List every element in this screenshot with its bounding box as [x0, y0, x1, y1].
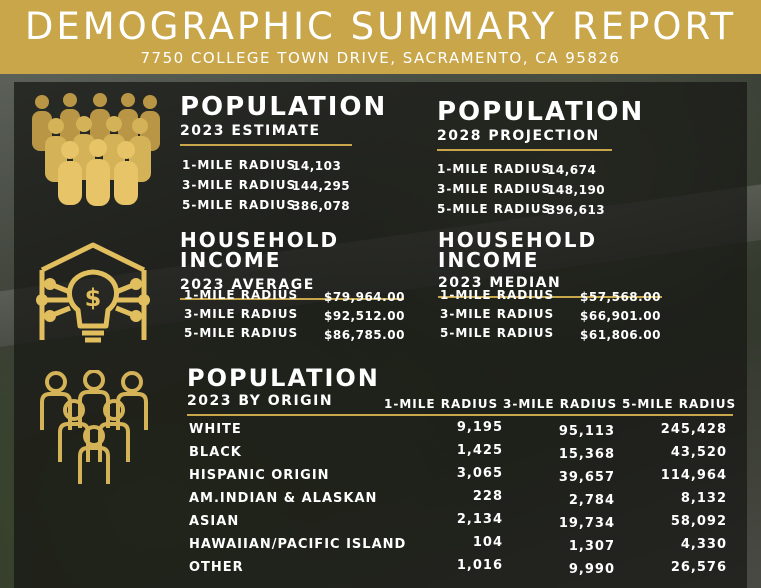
section-title: HOUSEHOLD INCOME: [180, 228, 340, 272]
origin-label: AM.INDIAN & ALASKAN: [189, 491, 378, 506]
row-value: 14,674: [547, 163, 597, 177]
section-title: POPULATION: [187, 364, 380, 392]
value-3-mile: 19,734: [558, 516, 615, 531]
row-value: 144,295: [292, 179, 351, 193]
row-label: 5-MILE RADIUS: [437, 202, 552, 216]
value-3-mile: 9,990: [568, 562, 615, 577]
section-title: HOUSEHOLD INCOME: [438, 228, 598, 272]
gold-divider: [180, 144, 352, 146]
origin-table: WHITE 9,195 95,113 245,428 BLACK 1,425 1…: [189, 420, 729, 580]
row-value: 14,103: [292, 159, 342, 173]
table-row: BLACK 1,425 15,368 43,520: [189, 443, 749, 466]
value-5-mile: 8,132: [680, 491, 727, 506]
row-label: 1-MILE RADIUS: [437, 162, 552, 176]
crowd-icon: [32, 93, 160, 206]
property-address: 7750 COLLEGE TOWN DRIVE, SACRAMENTO, CA …: [140, 49, 621, 67]
population-2028-section: POPULATION 2028 PROJECTION: [437, 97, 645, 151]
origin-label: HAWAIIAN/PACIFIC ISLAND: [189, 537, 407, 552]
gold-divider: [438, 296, 662, 298]
row-value: $79,964.00: [324, 290, 405, 304]
table-row: WHITE 9,195 95,113 245,428: [189, 420, 749, 443]
row-label: 5-MILE RADIUS: [184, 326, 299, 340]
value-5-mile: 245,428: [660, 422, 727, 437]
value-3-mile: 1,307: [568, 539, 615, 554]
section-subtitle: 2023 AVERAGE: [180, 277, 315, 293]
row-label: 3-MILE RADIUS: [184, 307, 299, 321]
origin-label: OTHER: [189, 560, 244, 575]
section-subtitle: 2023 BY ORIGIN: [187, 393, 334, 409]
value-5-mile: 58,092: [670, 514, 727, 529]
population-2023-section: POPULATION 2023 ESTIMATE: [180, 92, 388, 146]
row-label: 1-MILE RADIUS: [184, 288, 299, 302]
row-label: 3-MILE RADIUS: [437, 182, 552, 196]
row-value: 148,190: [547, 183, 606, 197]
row-value: $92,512.00: [324, 309, 405, 323]
row-value: $66,901.00: [580, 309, 661, 323]
origin-label: ASIAN: [189, 514, 240, 529]
group-people-icon: [40, 370, 148, 484]
row-label: 5-MILE RADIUS: [440, 326, 555, 340]
value-5-mile: 43,520: [670, 445, 727, 460]
origin-label: WHITE: [189, 422, 242, 437]
row-label: 3-MILE RADIUS: [182, 178, 297, 192]
row-value: $86,785.00: [324, 328, 405, 342]
row-value: $61,806.00: [580, 328, 661, 342]
value-5-mile: 114,964: [660, 468, 727, 483]
origin-label: BLACK: [189, 445, 242, 460]
value-3-mile: 15,368: [558, 447, 615, 462]
population-2028-rows: 1-MILE RADIUS 14,674 3-MILE RADIUS 148,1…: [437, 162, 617, 222]
table-row: OTHER 1,016 9,990 26,576: [189, 558, 749, 581]
value-3-mile: 39,657: [558, 470, 615, 485]
gold-divider: [187, 414, 733, 416]
row-label: 5-MILE RADIUS: [182, 198, 297, 212]
header-banner: DEMOGRAPHIC SUMMARY REPORT 7750 COLLEGE …: [0, 0, 761, 74]
row-label: 1-MILE RADIUS: [440, 288, 555, 302]
value-1-mile: 104: [472, 535, 503, 550]
population-2023-rows: 1-MILE RADIUS 14,103 3-MILE RADIUS 144,2…: [182, 158, 362, 218]
section-subtitle: 2028 PROJECTION: [437, 128, 600, 144]
column-header-1-mile: 1-MILE RADIUS: [384, 397, 499, 411]
section-subtitle: 2023 ESTIMATE: [180, 123, 321, 139]
row-label: 1-MILE RADIUS: [182, 158, 297, 172]
value-1-mile: 1,016: [456, 558, 503, 573]
value-5-mile: 4,330: [680, 537, 727, 552]
income-average-section: HOUSEHOLD INCOME 2023 AVERAGE: [180, 230, 410, 300]
value-3-mile: 95,113: [558, 424, 615, 439]
section-title: POPULATION: [437, 97, 645, 127]
column-header-3-mile: 3-MILE RADIUS: [503, 397, 618, 411]
origin-label: HISPANIC ORIGIN: [189, 468, 330, 483]
section-subtitle: 2023 MEDIAN: [438, 275, 562, 291]
gold-divider: [180, 298, 404, 300]
row-value: 396,613: [547, 203, 606, 217]
table-row: AM.INDIAN & ALASKAN 228 2,784 8,132: [189, 489, 749, 512]
row-label: 3-MILE RADIUS: [440, 307, 555, 321]
section-title: POPULATION: [180, 92, 388, 122]
value-1-mile: 1,425: [456, 443, 503, 458]
svg-text:$: $: [85, 284, 102, 312]
value-5-mile: 26,576: [670, 560, 727, 575]
value-1-mile: 228: [472, 489, 503, 504]
table-row: HAWAIIAN/PACIFIC ISLAND 104 1,307 4,330: [189, 535, 749, 558]
table-row: HISPANIC ORIGIN 3,065 39,657 114,964: [189, 466, 749, 489]
column-header-5-mile: 5-MILE RADIUS: [622, 397, 737, 411]
income-median-section: HOUSEHOLD INCOME 2023 MEDIAN: [438, 230, 668, 298]
gold-divider: [437, 149, 612, 151]
value-1-mile: 3,065: [456, 466, 503, 481]
income-median-rows: 1-MILE RADIUS $57,568.00 3-MILE RADIUS $…: [440, 288, 660, 348]
table-row: ASIAN 2,134 19,734 58,092: [189, 512, 749, 535]
house-lightbulb-icon: $: [36, 242, 150, 343]
value-1-mile: 2,134: [456, 512, 503, 527]
report-title: DEMOGRAPHIC SUMMARY REPORT: [24, 5, 737, 48]
value-1-mile: 9,195: [456, 420, 503, 435]
row-value: 386,078: [292, 199, 351, 213]
row-value: $57,568.00: [580, 290, 661, 304]
income-average-rows: 1-MILE RADIUS $79,964.00 3-MILE RADIUS $…: [184, 288, 404, 348]
origin-section: POPULATION 2023 BY ORIGIN: [187, 364, 380, 409]
value-3-mile: 2,784: [568, 493, 615, 508]
